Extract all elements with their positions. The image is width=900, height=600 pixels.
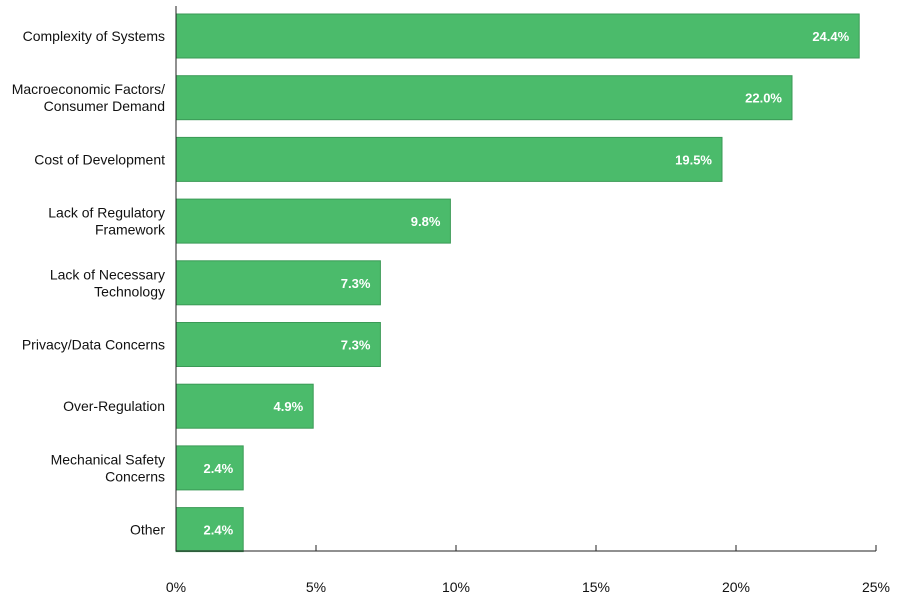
category-label: Complexity of Systems [23,28,165,44]
bar [175,322,381,367]
data-label: 4.9% [274,399,304,414]
category-label: Consumer Demand [44,98,165,114]
category-label: Framework [95,222,166,238]
bar [175,13,860,59]
data-label: 19.5% [675,152,712,167]
category-label: Macroeconomic Factors/ [12,81,165,97]
category-label: Privacy/Data Concerns [22,337,165,353]
x-tick-label: 20% [722,579,750,595]
bar [175,445,244,491]
data-label: 9.8% [411,214,441,229]
data-label: 24.4% [812,29,849,44]
category-label: Lack of Necessary [50,266,165,282]
category-label: Cost of Development [34,151,165,167]
data-label: 2.4% [204,461,234,476]
x-tick-label: 10% [442,579,470,595]
x-tick-label: 15% [582,579,610,595]
data-label: 7.3% [341,276,371,291]
bar [175,75,793,121]
bar [175,507,244,553]
axis-layer: 0% 5% 10% 15% 20% 25% [166,6,890,595]
bar [175,198,451,244]
x-tick-label: 5% [306,579,326,595]
x-tick-label: 25% [862,579,890,595]
data-label: 2.4% [204,523,234,538]
category-label: Lack of Regulatory [48,205,165,221]
data-label: 7.3% [341,338,371,353]
category-labels-layer: Complexity of Systems Macroeconomic Facto… [12,28,166,538]
category-label: Mechanical Safety [51,451,165,467]
bar [175,260,381,306]
category-label: Other [130,522,165,538]
category-label: Technology [94,283,165,299]
bars-layer: 24.4% 22.0% 19.5% 9.8% 7.3% 7.3% 4.9% 2.4% 2.4% [175,13,860,553]
bar [175,136,723,182]
category-label: Over-Regulation [63,398,165,414]
category-label: Concerns [105,468,165,484]
data-label: 22.0% [745,91,782,106]
bar [175,383,314,429]
x-tick-label: 0% [166,579,186,595]
